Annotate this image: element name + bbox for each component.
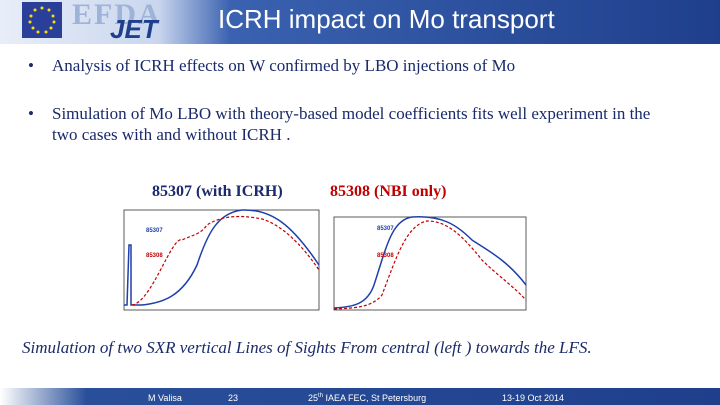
logo-jet: JET — [110, 14, 158, 44]
plot-frame — [123, 209, 320, 311]
eu-flag — [22, 2, 62, 38]
event-suffix: th — [318, 393, 324, 399]
logo-efda: EFDA — [72, 0, 162, 31]
plot-frame — [333, 216, 527, 311]
event-number: 25 — [308, 393, 319, 403]
case-label: 85308 (NBI only) — [330, 183, 447, 200]
bullet: • Analysis of ICRH effects on W confirmed… — [28, 56, 516, 75]
bullet-text: Analysis of ICRH effects on W confirmed … — [52, 56, 516, 75]
bullet: • Simulation of Mo LBO with theory-based … — [28, 104, 651, 144]
curve — [333, 220, 527, 310]
caption: Simulation of two SXR vertical Lines of … — [22, 338, 592, 357]
case-label: 85307 (with ICRH) — [152, 183, 283, 200]
plot-label: 85308 — [377, 253, 394, 259]
footer-page: 23 — [228, 393, 239, 403]
curve — [333, 216, 527, 309]
plots: 85307 85308 85307 85308 — [123, 209, 527, 311]
plot-label: 85307 — [146, 228, 163, 234]
footer-author: M Valisa — [148, 393, 182, 403]
footer-event: 25th IAEA FEC, St Petersburg — [308, 393, 426, 403]
curve — [124, 209, 320, 306]
footer-bar — [0, 388, 720, 405]
curve — [131, 215, 320, 306]
footer-dates: 13-19 Oct 2014 — [502, 393, 565, 403]
bullet-text: Simulation of Mo LBO with theory-based m… — [52, 104, 651, 144]
event-name: IAEA FEC, St Petersburg — [323, 393, 427, 403]
plot-label: 85308 — [146, 253, 163, 259]
title: ICRH impact on Mo transport — [218, 4, 555, 34]
header-band — [0, 0, 720, 44]
plot-label: 85307 — [377, 226, 394, 232]
